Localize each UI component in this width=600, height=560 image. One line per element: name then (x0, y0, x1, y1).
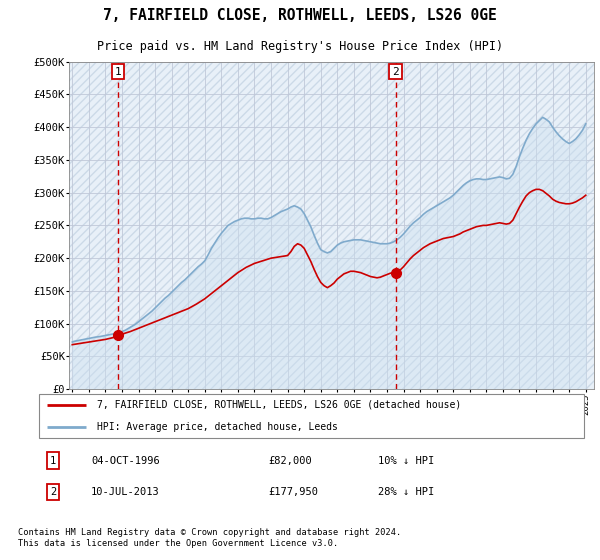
Text: 2: 2 (392, 67, 399, 77)
Text: 2: 2 (50, 487, 56, 497)
Text: HPI: Average price, detached house, Leeds: HPI: Average price, detached house, Leed… (97, 422, 338, 432)
Text: £177,950: £177,950 (268, 487, 318, 497)
Text: 1: 1 (115, 67, 121, 77)
Text: 10% ↓ HPI: 10% ↓ HPI (378, 456, 434, 465)
Text: 7, FAIRFIELD CLOSE, ROTHWELL, LEEDS, LS26 0GE (detached house): 7, FAIRFIELD CLOSE, ROTHWELL, LEEDS, LS2… (97, 400, 461, 410)
Text: Price paid vs. HM Land Registry's House Price Index (HPI): Price paid vs. HM Land Registry's House … (97, 40, 503, 53)
FancyBboxPatch shape (39, 394, 584, 438)
Text: Contains HM Land Registry data © Crown copyright and database right 2024.
This d: Contains HM Land Registry data © Crown c… (18, 529, 401, 548)
Text: 1: 1 (50, 456, 56, 465)
Text: 7, FAIRFIELD CLOSE, ROTHWELL, LEEDS, LS26 0GE: 7, FAIRFIELD CLOSE, ROTHWELL, LEEDS, LS2… (103, 8, 497, 22)
Text: £82,000: £82,000 (268, 456, 311, 465)
Text: 10-JUL-2013: 10-JUL-2013 (91, 487, 160, 497)
Text: 28% ↓ HPI: 28% ↓ HPI (378, 487, 434, 497)
Text: 04-OCT-1996: 04-OCT-1996 (91, 456, 160, 465)
